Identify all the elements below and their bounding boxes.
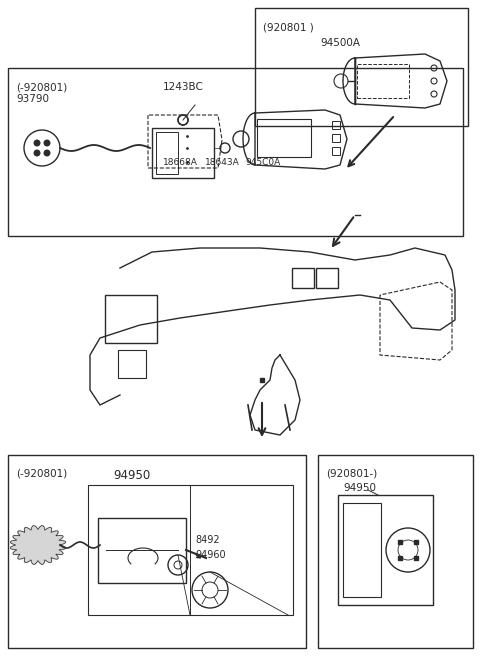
Bar [338,495,433,605]
Circle shape [44,150,50,156]
Bar [255,8,468,126]
Bar [98,518,186,583]
Text: 18668A: 18668A [163,158,198,167]
Bar [8,455,306,648]
Bar [257,119,311,157]
Bar [105,295,157,343]
Text: 18643A: 18643A [205,158,240,167]
Text: (920801-): (920801-) [326,469,377,479]
Bar [88,485,293,615]
Text: (-920801): (-920801) [16,469,67,479]
Text: 93790: 93790 [16,94,49,104]
Text: 94960: 94960 [195,550,226,560]
Bar [8,68,463,236]
Bar [152,128,214,178]
Bar [292,268,314,288]
Text: (920801 ): (920801 ) [263,22,314,32]
Text: 94950: 94950 [343,483,376,493]
Bar [118,350,146,378]
Bar [316,268,338,288]
Circle shape [34,150,40,156]
Polygon shape [11,526,66,564]
Bar [318,455,473,648]
Bar [332,121,340,129]
Text: 1243BC: 1243BC [163,82,204,92]
Bar [156,132,178,174]
Bar [332,147,340,155]
Circle shape [44,140,50,146]
Circle shape [34,140,40,146]
Bar [343,503,381,597]
Text: 945C0A: 945C0A [245,158,280,167]
Text: 94500A: 94500A [320,38,360,48]
Text: 8492: 8492 [195,535,220,545]
Text: 94950: 94950 [113,469,150,482]
Text: (-920801): (-920801) [16,82,67,92]
Bar [357,64,409,98]
Bar [332,134,340,142]
Circle shape [178,115,188,125]
